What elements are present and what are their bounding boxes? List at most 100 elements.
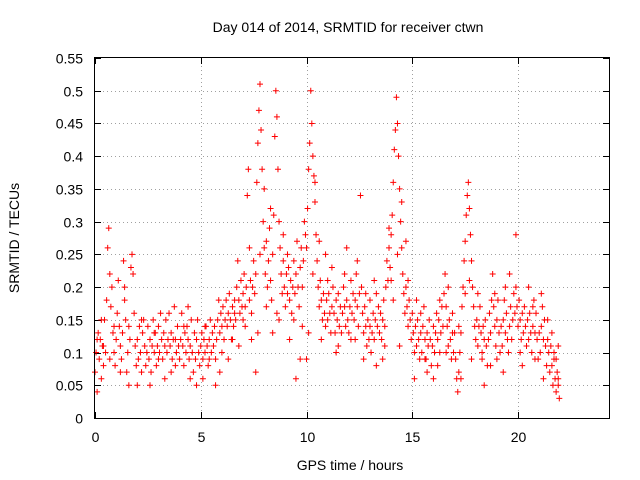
data-point bbox=[373, 290, 380, 297]
data-point bbox=[196, 362, 203, 369]
data-point bbox=[403, 303, 410, 310]
data-point bbox=[154, 343, 161, 349]
data-point bbox=[386, 225, 393, 232]
data-point bbox=[370, 310, 377, 317]
data-point bbox=[525, 336, 532, 343]
data-point bbox=[324, 316, 331, 323]
data-point bbox=[409, 310, 416, 317]
data-point bbox=[259, 166, 266, 173]
data-point bbox=[436, 297, 443, 304]
data-point bbox=[544, 336, 551, 343]
data-point bbox=[519, 310, 526, 317]
data-point bbox=[303, 244, 310, 251]
data-point bbox=[127, 264, 134, 271]
data-point bbox=[358, 284, 365, 291]
data-point bbox=[269, 329, 276, 336]
data-point bbox=[215, 297, 222, 304]
data-point bbox=[114, 310, 121, 317]
data-point bbox=[269, 251, 276, 258]
data-point bbox=[387, 264, 394, 271]
data-point bbox=[331, 310, 338, 317]
data-point bbox=[408, 336, 415, 343]
data-point bbox=[161, 343, 168, 349]
data-point bbox=[306, 140, 313, 147]
data-point bbox=[261, 185, 268, 192]
data-point bbox=[318, 336, 325, 343]
data-point bbox=[276, 218, 283, 225]
data-point bbox=[321, 310, 328, 317]
data-point bbox=[307, 87, 314, 94]
data-point bbox=[325, 290, 332, 297]
data-point bbox=[381, 343, 388, 349]
data-point bbox=[282, 303, 289, 310]
data-point bbox=[424, 369, 431, 376]
data-point bbox=[356, 290, 363, 297]
data-point bbox=[398, 199, 405, 205]
data-point bbox=[235, 343, 242, 349]
data-point bbox=[123, 369, 130, 376]
data-point bbox=[392, 127, 399, 133]
data-point bbox=[236, 310, 243, 317]
data-point bbox=[200, 336, 207, 343]
data-point bbox=[366, 297, 373, 304]
x-tick-label: 0 bbox=[92, 429, 100, 445]
data-point bbox=[434, 362, 441, 369]
data-point bbox=[262, 271, 269, 277]
data-point bbox=[466, 277, 473, 284]
data-point bbox=[299, 323, 306, 330]
y-tick-label: 0.1 bbox=[64, 346, 84, 362]
data-point bbox=[533, 310, 540, 317]
data-point bbox=[351, 316, 358, 323]
data-point bbox=[102, 349, 109, 356]
data-point bbox=[160, 329, 167, 336]
data-point bbox=[139, 329, 146, 336]
data-point bbox=[216, 329, 223, 336]
data-point bbox=[338, 329, 345, 336]
data-point bbox=[311, 179, 318, 186]
data-point bbox=[206, 336, 213, 343]
data-point bbox=[144, 323, 151, 330]
data-point bbox=[179, 343, 186, 349]
data-point bbox=[371, 336, 378, 343]
data-point bbox=[207, 316, 214, 323]
data-point bbox=[287, 277, 294, 284]
data-point bbox=[416, 356, 423, 363]
data-point bbox=[468, 257, 475, 264]
data-point bbox=[246, 244, 253, 251]
data-point bbox=[500, 369, 507, 376]
data-point bbox=[283, 271, 290, 277]
data-point bbox=[346, 303, 353, 310]
y-tick-label: 0.35 bbox=[56, 182, 83, 198]
data-point bbox=[95, 329, 102, 336]
data-point bbox=[146, 382, 153, 389]
data-point bbox=[515, 323, 522, 330]
data-point bbox=[223, 297, 230, 304]
data-point bbox=[137, 349, 144, 356]
data-point bbox=[178, 310, 185, 317]
data-point bbox=[470, 303, 477, 310]
data-point bbox=[201, 323, 208, 330]
data-point bbox=[241, 271, 248, 277]
data-point bbox=[378, 336, 385, 343]
data-point bbox=[521, 303, 528, 310]
data-point bbox=[379, 316, 386, 323]
data-point bbox=[199, 375, 206, 382]
data-point bbox=[258, 127, 265, 133]
data-point bbox=[314, 257, 321, 264]
data-point bbox=[544, 316, 551, 323]
data-point bbox=[201, 349, 208, 356]
data-point bbox=[328, 303, 335, 310]
data-point bbox=[390, 179, 397, 186]
data-point bbox=[531, 356, 538, 363]
data-point bbox=[476, 303, 483, 310]
data-point bbox=[244, 192, 251, 199]
data-point bbox=[217, 310, 224, 317]
data-point bbox=[429, 343, 436, 349]
data-point bbox=[118, 356, 125, 363]
data-point bbox=[115, 277, 122, 284]
data-point bbox=[529, 323, 536, 330]
data-point bbox=[214, 316, 221, 323]
data-point bbox=[242, 303, 249, 310]
data-point bbox=[543, 362, 550, 369]
data-point bbox=[374, 323, 381, 330]
